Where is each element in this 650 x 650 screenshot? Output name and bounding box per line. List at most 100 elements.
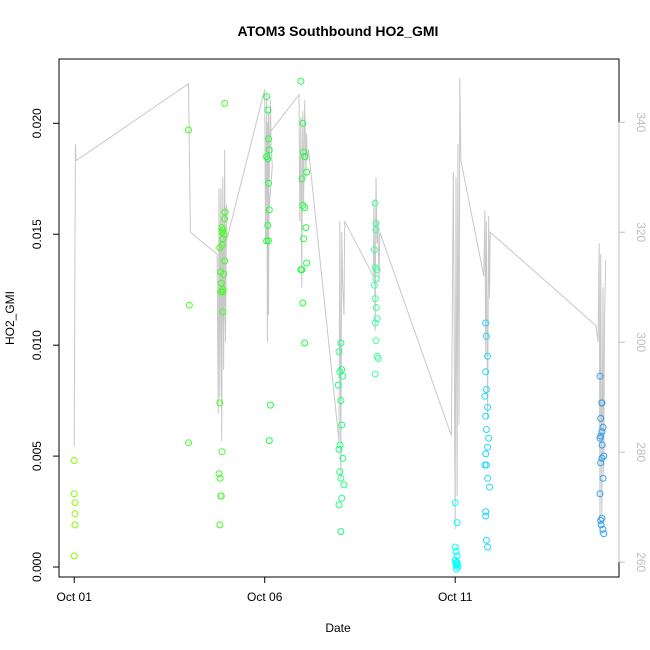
- data-point: [219, 235, 227, 243]
- data-point: [299, 201, 307, 209]
- y-axis-label: HO2_GMI: [3, 291, 17, 345]
- data-point: [71, 521, 79, 529]
- data-point: [216, 399, 224, 407]
- data-point: [335, 348, 343, 356]
- y-tick-label: 0.015: [30, 219, 44, 249]
- right-tick-label: 340: [634, 112, 648, 132]
- data-point: [597, 414, 605, 422]
- data-point: [486, 483, 493, 491]
- data-point: [484, 352, 492, 360]
- data-point: [337, 528, 345, 535]
- data-point: [597, 459, 605, 467]
- data-point: [301, 339, 309, 347]
- data-point: [452, 565, 460, 573]
- data-point: [216, 474, 224, 482]
- plot-area: 0.000 0.005 0.010 0.015 0.020 Oct 01 Oct 06 Oct…: [30, 58, 648, 604]
- right-tick-label: 320: [634, 222, 648, 242]
- data-point: [482, 412, 490, 420]
- data-point: [340, 481, 348, 489]
- data-point: [219, 288, 227, 296]
- data-point: [300, 148, 308, 156]
- data-point: [218, 241, 226, 249]
- data-point: [185, 126, 192, 134]
- data-point: [71, 499, 79, 507]
- data-point: [264, 155, 272, 163]
- data-point: [373, 315, 381, 323]
- data-point: [596, 490, 604, 498]
- data-point: [185, 439, 192, 447]
- data-point: [297, 77, 305, 85]
- data-point: [372, 219, 380, 227]
- data-point: [217, 492, 225, 500]
- data-point: [301, 204, 309, 212]
- data-point: [598, 454, 606, 462]
- data-point: [265, 135, 272, 143]
- data-point: [372, 275, 380, 283]
- data-point: [70, 552, 78, 560]
- data-point: [266, 401, 274, 409]
- data-point: [339, 372, 347, 380]
- data-point: [219, 286, 227, 294]
- data-point: [599, 423, 607, 431]
- data-point: [484, 403, 492, 411]
- data-point: [221, 215, 229, 223]
- data-point: [452, 548, 460, 555]
- data-point: [335, 445, 343, 453]
- data-point: [453, 561, 461, 569]
- data-point: [372, 337, 380, 345]
- data-point: [484, 474, 492, 482]
- data-point: [338, 421, 346, 429]
- x-tick-label: Oct 11: [438, 590, 473, 604]
- data-point: [217, 268, 224, 276]
- data-point: [265, 146, 273, 154]
- data-point: [485, 434, 493, 442]
- data-point: [221, 99, 229, 107]
- data-point: [265, 179, 272, 187]
- data-point: [596, 372, 604, 380]
- data-point: [221, 208, 229, 216]
- data-point: [370, 281, 378, 289]
- data-point: [371, 264, 379, 271]
- data-point: [70, 490, 78, 498]
- data-point: [219, 308, 227, 316]
- data-point: [451, 556, 459, 564]
- x-tick-label: Oct 01: [57, 590, 93, 604]
- data-point: [371, 319, 379, 327]
- data-point: [216, 521, 224, 529]
- x-tick-label: Oct 06: [247, 590, 283, 604]
- data-point: [451, 499, 459, 507]
- data-point: [263, 237, 271, 245]
- x-axis-label: Date: [325, 621, 351, 635]
- data-point: [298, 175, 306, 183]
- data-point: [71, 510, 79, 518]
- data-point: [338, 494, 346, 502]
- data-point: [371, 370, 379, 378]
- data-point: [596, 434, 604, 442]
- data-point: [597, 521, 605, 529]
- data-point: [217, 279, 225, 287]
- right-tick-label: 260: [634, 552, 648, 572]
- data-point: [220, 230, 228, 238]
- data-point: [337, 474, 345, 482]
- y-tick-label: 0.010: [30, 330, 44, 360]
- data-point: [334, 381, 342, 389]
- data-point: [600, 530, 608, 538]
- data-point: [372, 304, 380, 311]
- data-point: [598, 399, 606, 407]
- data-point: [70, 457, 78, 464]
- data-point: [264, 221, 272, 229]
- secondary-series-line: [73, 78, 607, 535]
- data-point: [371, 295, 379, 303]
- data-point: [221, 257, 229, 265]
- data-point: [482, 319, 490, 327]
- data-point: [484, 543, 492, 551]
- data-point: [482, 536, 490, 544]
- data-point: [263, 93, 271, 101]
- data-point: [599, 474, 607, 482]
- data-point: [339, 454, 347, 462]
- data-point: [481, 461, 489, 469]
- data-point: [370, 246, 378, 254]
- data-point: [303, 168, 311, 176]
- data-point: [373, 266, 381, 274]
